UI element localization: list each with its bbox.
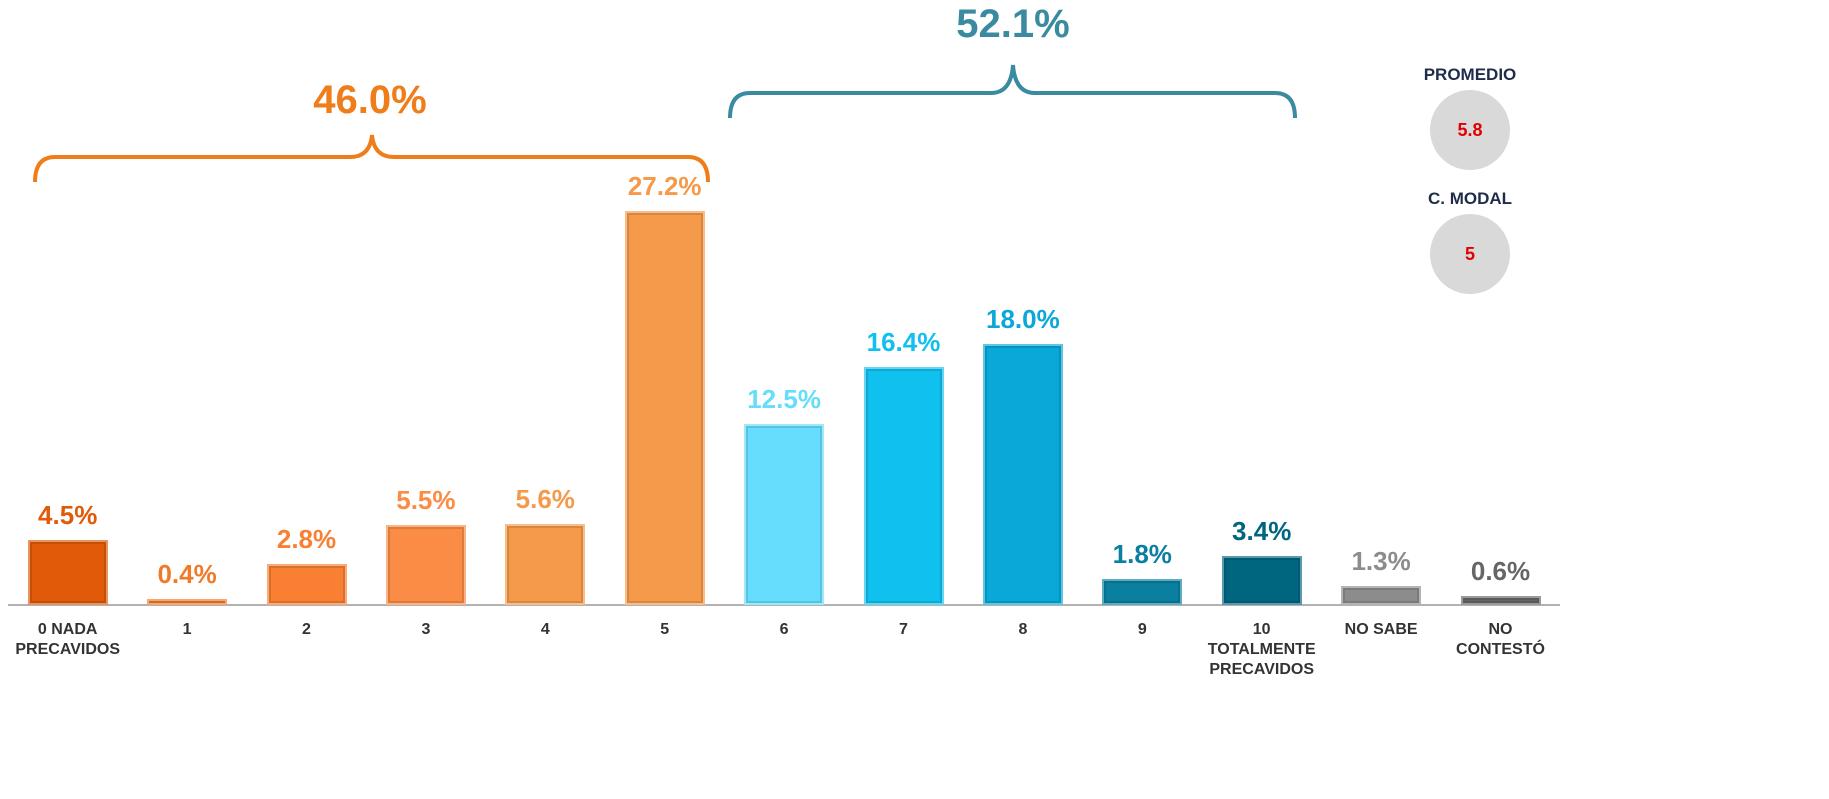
bar [385, 525, 466, 605]
value-label: 5.6% [515, 483, 575, 514]
value-label: 1.8% [1112, 538, 1172, 569]
bar [27, 539, 108, 605]
value-label: 4.5% [38, 499, 98, 530]
bar [1341, 586, 1422, 605]
stat-label: PROMEDIO [1423, 65, 1517, 84]
bar [863, 367, 944, 605]
x-tick-label: 0 NADA PRECAVIDOS [15, 621, 120, 658]
x-tick-label: 6 [779, 621, 789, 638]
bar [266, 564, 347, 605]
x-tick-label: 2 [302, 621, 311, 638]
stat-value: 5.8 [1430, 90, 1510, 170]
x-tick-label: NO CONTESTÓ [1456, 621, 1545, 658]
x-tick-label: 3 [421, 621, 431, 638]
bar [1460, 596, 1541, 605]
bar [505, 523, 586, 605]
annotation: 46.0% [313, 78, 427, 122]
value-label: 18.0% [986, 304, 1060, 334]
x-tick-label: 10 TOTALMENTE PRECAVIDOS [1207, 621, 1316, 678]
bracket-right [728, 64, 1297, 119]
value-label: 3.4% [1232, 515, 1292, 546]
value-label: 0.6% [1470, 556, 1531, 587]
x-tick-label: NO SABE [1344, 621, 1418, 638]
x-tick-label: 8 [1018, 621, 1028, 638]
stat-label: C. MODAL [1427, 189, 1513, 208]
bar [744, 423, 825, 605]
value-label: 16.4% [866, 327, 941, 358]
annotation: 52.1% [956, 2, 1070, 46]
x-tick-label: 1 [182, 621, 192, 638]
x-tick-label: 5 [660, 621, 670, 638]
x-tick-label: 4 [540, 621, 550, 638]
value-label: 0.4% [157, 559, 217, 590]
value-label: 27.2% [627, 170, 702, 201]
stat-value: 5 [1430, 214, 1510, 294]
bar [147, 599, 228, 605]
bar [1102, 578, 1183, 605]
bracket-left [33, 134, 710, 183]
value-label: 5.5% [396, 485, 456, 516]
x-tick-label: 7 [899, 621, 908, 638]
value-label: 2.8% [276, 524, 337, 555]
value-label: 12.5% [747, 383, 821, 414]
bar [624, 210, 705, 605]
value-label: 1.3% [1351, 546, 1411, 577]
x-tick-label: 9 [1137, 621, 1147, 638]
bar [982, 344, 1063, 605]
bar [1221, 555, 1302, 605]
